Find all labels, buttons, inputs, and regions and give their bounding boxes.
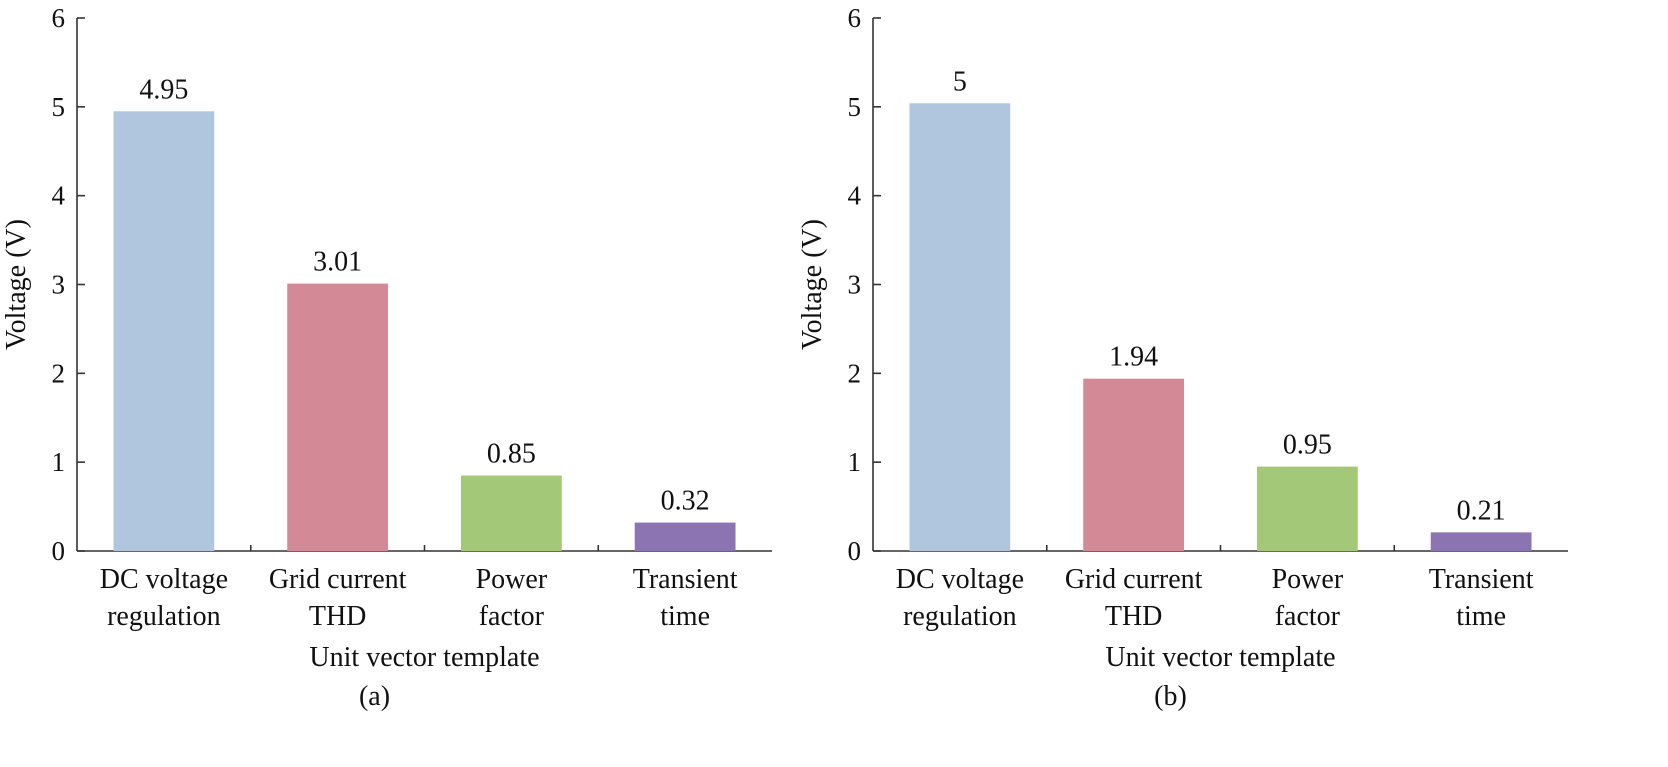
chart-b-y-tick-label: 1 (848, 447, 862, 477)
chart-a-y-tick-label: 1 (52, 447, 66, 477)
chart-a-value-label: 0.85 (487, 438, 536, 469)
chart-a-bar (460, 475, 562, 551)
chart-b-x-tick-label: factor (1275, 601, 1341, 632)
chart-a-y-tick-label: 0 (52, 536, 66, 566)
chart-a-y-tick-label: 5 (52, 92, 66, 122)
chart-a-x-tick-label: THD (309, 601, 367, 632)
chart-b-caption: (b) (1154, 681, 1187, 712)
chart-a-x-tick-label: time (660, 601, 710, 632)
chart-a-x-axis-title: Unit vector template (309, 642, 539, 673)
chart-b-y-tick-label: 3 (848, 270, 862, 300)
chart-b-y-tick-label: 5 (848, 92, 862, 122)
chart-a-x-tick-label: Grid current (269, 564, 407, 595)
chart-b-x-tick-label: regulation (903, 601, 1017, 632)
chart-b-value-label: 1.94 (1109, 342, 1158, 373)
chart-b-y-axis-title: Voltage (V) (797, 219, 828, 350)
chart-b-x-tick-label: THD (1105, 601, 1163, 632)
chart-b-bar (1083, 378, 1185, 551)
chart-b-y-tick-label: 4 (848, 181, 862, 211)
chart-b-x-tick-label: DC voltage (896, 564, 1024, 595)
chart-a-value-label: 0.32 (661, 486, 710, 517)
chart-a-y-tick-label: 2 (52, 358, 66, 388)
chart-a-x-tick-label: DC voltage (100, 564, 228, 595)
chart-b-y-tick-label: 0 (848, 536, 862, 566)
chart-b-value-label: 0.95 (1283, 430, 1332, 461)
chart-a-caption: (a) (359, 681, 390, 712)
chart-a-y-tick-label: 4 (52, 181, 66, 211)
chart-b-bar (1256, 466, 1358, 551)
chart-a-x-tick-label: factor (479, 601, 545, 632)
chart-a-x-tick-label: Power (476, 564, 548, 595)
chart-b-bar (1430, 532, 1532, 551)
chart-a-bar (287, 283, 389, 551)
chart-b-y-tick-label: 2 (848, 358, 862, 388)
chart-b-x-tick-label: Grid current (1065, 564, 1203, 595)
chart-panel-b: 0 1 2 3 4 5 6 5 DC voltage regulation 1.94 Grid cur… (797, 3, 1568, 712)
chart-a-bar (113, 111, 215, 552)
chart-panel-a: 0 1 2 3 4 5 6 4.95 DC voltage regulation 3.01 Grid … (1, 3, 772, 712)
chart-a-y-tick-label: 3 (52, 270, 66, 300)
chart-b-bar (909, 103, 1011, 551)
chart-b-value-label: 0.21 (1457, 495, 1506, 526)
chart-a-x-tick-label: Transient (633, 564, 738, 595)
chart-b-y-tick-label: 6 (848, 3, 862, 33)
chart-a-y-axis-title: Voltage (V) (1, 219, 32, 350)
chart-b-x-tick-label: time (1456, 601, 1506, 632)
chart-b-x-tick-label: Transient (1429, 564, 1534, 595)
chart-a-x-tick-label: regulation (107, 601, 221, 632)
chart-a-value-label: 4.95 (139, 74, 188, 105)
chart-b-x-tick-label: Power (1272, 564, 1344, 595)
chart-b-value-label: 5 (953, 66, 967, 97)
chart-a-value-label: 3.01 (313, 247, 362, 278)
chart-a-bar (634, 522, 736, 551)
chart-a-y-tick-label: 6 (52, 3, 66, 33)
chart-b-x-axis-title: Unit vector template (1105, 642, 1335, 673)
